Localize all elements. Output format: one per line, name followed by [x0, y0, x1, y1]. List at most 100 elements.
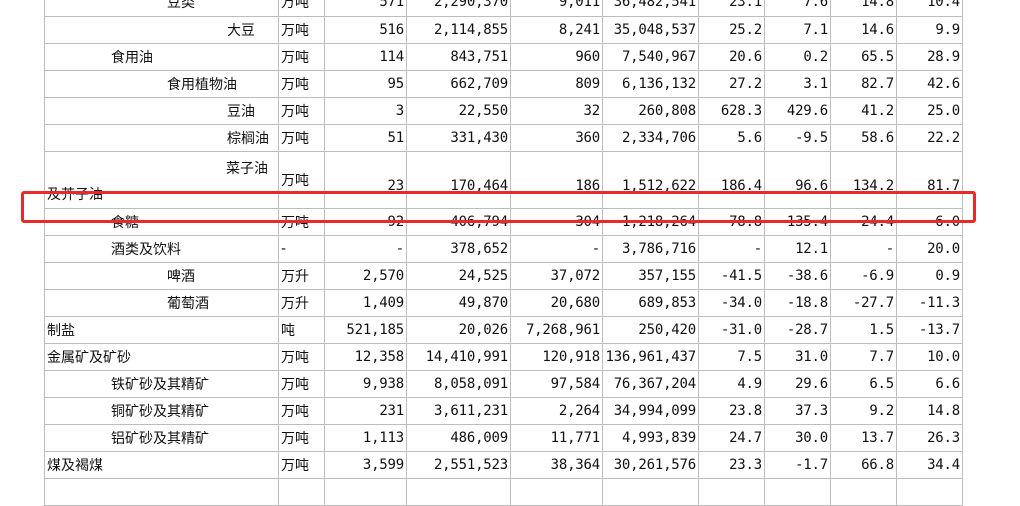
row-value: 23.3 — [698, 451, 765, 479]
row-value: 34.4 — [896, 451, 963, 479]
row-value: 3,786,716 — [602, 235, 699, 263]
row-value: -24.4 — [830, 208, 897, 236]
row-value: -41.5 — [698, 262, 765, 290]
row-value: 8,058,091 — [406, 370, 511, 398]
row-value: 516 — [324, 16, 407, 44]
row-name: 豆油 — [44, 97, 279, 125]
row-name-text: 制盐 — [47, 322, 75, 339]
row-value: 3 — [324, 97, 407, 125]
row-value: 1,512,622 — [602, 151, 699, 209]
row-value: 12.1 — [764, 235, 831, 263]
table-row: 啤酒 万升 2,570 24,525 37,072 357,155 -41.5 -38.6 -6… — [44, 262, 963, 290]
row-value: -38.6 — [764, 262, 831, 290]
row-unit: 万吨 — [278, 208, 325, 236]
row-value: 114 — [324, 43, 407, 71]
row-value: 14,410,991 — [406, 343, 511, 371]
row-value: 23 — [324, 151, 407, 209]
row-value: -11.3 — [896, 289, 963, 317]
row-unit: 万吨 — [278, 16, 325, 44]
row-value: 571 — [324, 0, 407, 17]
row-value: 378,652 — [406, 235, 511, 263]
row-value: 14.8 — [830, 0, 897, 17]
row-unit: 万吨 — [278, 43, 325, 71]
table-row: 制盐 吨 521,185 20,026 7,268,961 250,420 -31.0 -28… — [44, 316, 963, 344]
row-name-text: 食用油 — [111, 49, 153, 66]
row-value: 120,918 — [510, 343, 603, 371]
row-value: 960 — [510, 43, 603, 71]
row-value: 136,961,437 — [602, 343, 699, 371]
table-row: 豆油 万吨 3 22,550 32 260,808 628.3 429.6 41.2 25.0 — [44, 97, 963, 125]
row-unit — [278, 478, 325, 506]
row-value: 134.2 — [830, 151, 897, 209]
row-value: 35,048,537 — [602, 16, 699, 44]
row-value: 23.1 — [698, 0, 765, 17]
row-value: 36,482,541 — [602, 0, 699, 17]
row-value: 7.7 — [830, 343, 897, 371]
row-value: 304 — [510, 208, 603, 236]
row-unit: 万吨 — [278, 124, 325, 152]
table-row: 铜矿砂及其精矿 万吨 231 3,611,231 2,264 34,994,099 23.8… — [44, 397, 963, 425]
row-value: 2,114,855 — [406, 16, 511, 44]
row-value: 23.8 — [698, 397, 765, 425]
table-body: 豆类 万吨 571 2,290,370 9,011 36,482,541 23.1 7.6 14… — [44, 0, 963, 506]
row-value: 28.9 — [896, 43, 963, 71]
row-value: 12,358 — [324, 343, 407, 371]
row-name-part-1: 菜子油 — [226, 160, 268, 177]
row-name-text: 铝矿砂及其精矿 — [111, 430, 209, 447]
row-value: -28.7 — [764, 316, 831, 344]
row-unit: 万升 — [278, 289, 325, 317]
row-unit: 万升 — [278, 262, 325, 290]
row-value: -1.7 — [764, 451, 831, 479]
row-value: 843,751 — [406, 43, 511, 71]
table-row: 豆类 万吨 571 2,290,370 9,011 36,482,541 23.1 7.6 14… — [44, 0, 963, 17]
table-row: 食用油 万吨 114 843,751 960 7,540,967 20.6 0.2 65.5 28… — [44, 43, 963, 71]
row-value: 406,794 — [406, 208, 511, 236]
row-name: 金属矿及矿砂 — [44, 343, 279, 371]
row-name: 食用油 — [44, 43, 279, 71]
row-value: 7.1 — [764, 16, 831, 44]
row-value — [324, 478, 407, 506]
row-value: 22.2 — [896, 124, 963, 152]
row-value: 24,525 — [406, 262, 511, 290]
row-value: 27.2 — [698, 70, 765, 98]
row-value: 41.2 — [830, 97, 897, 125]
table-row: 食糖 万吨 92 406,794 304 1,218,264 78.8 135.4 -24.4-… — [44, 208, 963, 236]
row-value — [602, 478, 699, 506]
row-value: 24.7 — [698, 424, 765, 452]
row-unit: 万吨 — [278, 97, 325, 125]
row-value: 357,155 — [602, 262, 699, 290]
row-value: 92 — [324, 208, 407, 236]
row-value: 5.6 — [698, 124, 765, 152]
row-value: 14.6 — [830, 16, 897, 44]
table-row: 菜子油 及芥子油 万吨 23 170,464 186 1,512,622 186.4 96.6 1… — [44, 151, 963, 209]
row-value: 25.0 — [896, 97, 963, 125]
row-value: 6,136,132 — [602, 70, 699, 98]
row-value: 65.5 — [830, 43, 897, 71]
row-value: 34,994,099 — [602, 397, 699, 425]
row-value: 1,218,264 — [602, 208, 699, 236]
row-name-text: 大豆 — [227, 22, 255, 39]
row-name: 食糖 — [44, 208, 279, 236]
row-name: 酒类及饮料 — [44, 235, 279, 263]
row-value: 30.0 — [764, 424, 831, 452]
row-value: 7.6 — [764, 0, 831, 17]
row-name-text: 豆油 — [227, 103, 255, 120]
row-value: 9.9 — [896, 16, 963, 44]
row-value: 7,540,967 — [602, 43, 699, 71]
row-value: 22,550 — [406, 97, 511, 125]
row-name: 葡萄酒 — [44, 289, 279, 317]
row-value: 37,072 — [510, 262, 603, 290]
row-name-text: 葡萄酒 — [167, 295, 209, 312]
row-name-text: 酒类及饮料 — [111, 241, 181, 258]
row-value: 31.0 — [764, 343, 831, 371]
row-value: 13.7 — [830, 424, 897, 452]
row-value: 10.4 — [896, 0, 963, 17]
row-value: - — [510, 235, 603, 263]
row-value: 4.9 — [698, 370, 765, 398]
row-unit: 万吨 — [278, 424, 325, 452]
row-value: -6.0 — [896, 208, 963, 236]
row-name: 棕榈油 — [44, 124, 279, 152]
row-name-part-2: 及芥子油 — [47, 186, 103, 203]
row-value: 250,420 — [602, 316, 699, 344]
row-name-text: 铁矿砂及其精矿 — [111, 376, 209, 393]
